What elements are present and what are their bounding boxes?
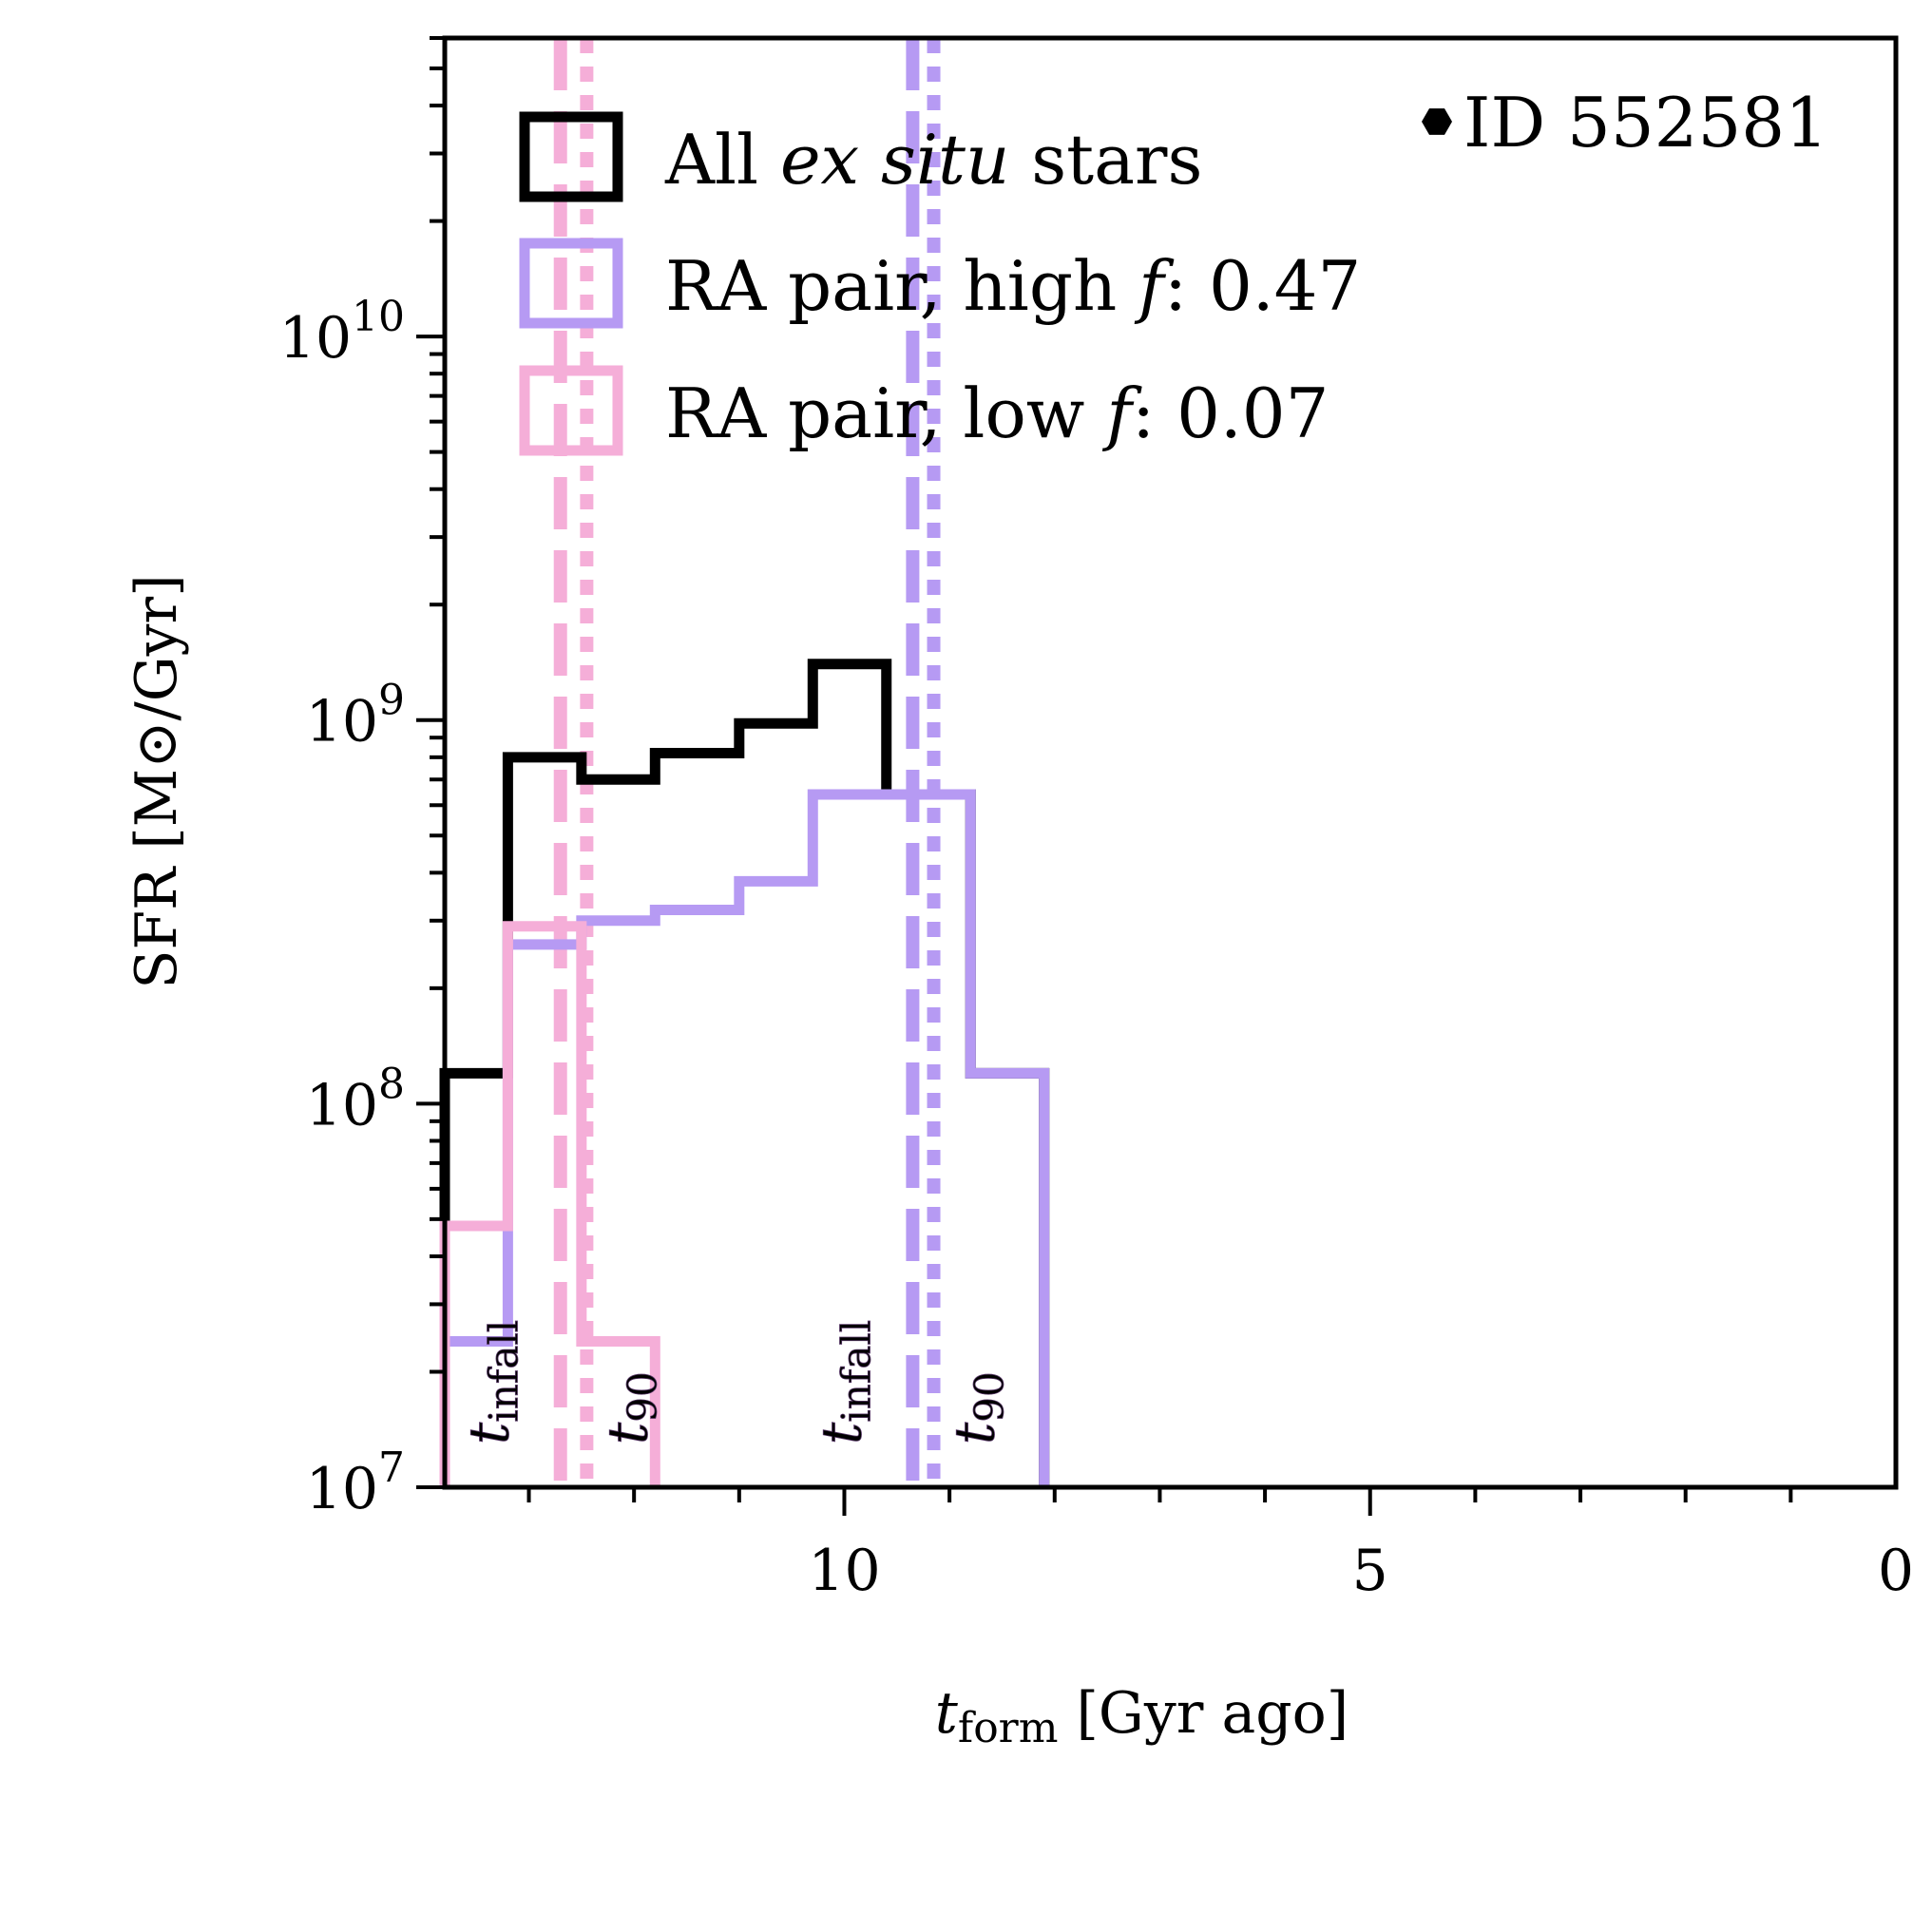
x-axis-label: tform [Gyr ago] [935,1680,1349,1752]
series-step-2 [439,921,660,1487]
legend: All ex situ stars RA pair, high f: 0.47 RA… [519,111,1361,456]
y-axis-ticks: 107 108 109 1010 [279,36,445,1522]
series-step-0 [439,659,1050,1487]
galaxy-id-label: ID 552581 [1463,83,1828,163]
legend-swatch-0 [519,111,623,202]
legend-swatch-1 [519,238,623,329]
vline-label-low-t-90: t90 [595,1371,665,1444]
y-tick-label: 1010 [279,293,405,372]
legend-label-2: RA pair, low f: 0.07 [665,373,1329,453]
y-tick-label: 109 [306,677,405,756]
legend-label-1: RA pair, high f: 0.47 [665,246,1361,326]
y-tick-label: 108 [306,1060,405,1138]
series-layer [439,659,1050,1487]
x-tick-label: 0 [1878,1538,1914,1604]
vline-label-low-t-infall: tinfall [457,1320,527,1444]
legend-swatch-2 [519,365,623,456]
y-axis-label: SFR [M⊙/Gyr] [124,574,190,988]
plot-frame [442,35,1899,1490]
vertical-lines-layer [553,38,941,1487]
y-tick-label: 107 [306,1444,405,1522]
series-step-1 [439,789,1050,1487]
vertical-line-labels-layer: tinfall t90 tinfall t90 [456,1319,1013,1444]
vline-label-high-t-infall: tinfall [809,1320,879,1444]
x-axis-ticks: 10 5 0 [526,1487,1914,1604]
x-tick-label: 5 [1352,1538,1388,1604]
legend-label-0: All ex situ stars [664,120,1202,200]
x-tick-label: 10 [808,1538,880,1604]
vline-label-high-t-90: t90 [943,1371,1013,1444]
galaxy-id-annotation: ID 552581 [1422,83,1828,163]
hexagon-marker-icon [1422,108,1452,135]
